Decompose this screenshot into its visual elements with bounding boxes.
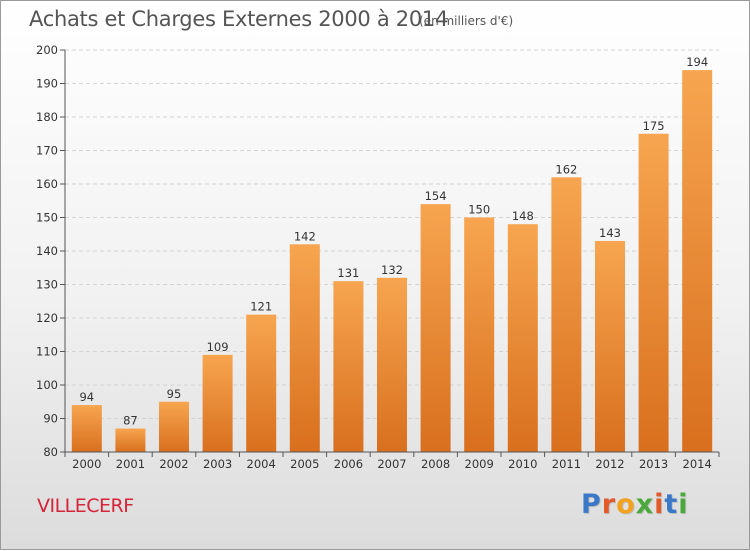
bar — [289, 244, 320, 452]
bar — [551, 177, 582, 453]
bar — [71, 405, 102, 452]
chart-title: Achats et Charges Externes 2000 à 2014 — [29, 7, 449, 31]
x-tick-label: 2014 — [683, 457, 712, 471]
data-label: 148 — [512, 209, 534, 223]
x-tick-label: 2005 — [290, 457, 319, 471]
y-tick-label: 190 — [36, 77, 58, 91]
y-tick-label: 130 — [36, 278, 58, 292]
logo-letter: P — [581, 489, 602, 520]
data-label: 150 — [468, 203, 490, 217]
data-label: 132 — [381, 263, 403, 277]
y-tick-label: 200 — [36, 43, 58, 57]
bar — [246, 314, 277, 452]
data-label: 131 — [337, 266, 359, 280]
bar — [377, 277, 407, 452]
data-label: 143 — [599, 226, 621, 240]
y-tick-label: 120 — [36, 311, 58, 325]
bar — [202, 354, 233, 452]
data-label: 162 — [555, 162, 577, 176]
bar — [159, 401, 189, 452]
data-label: 87 — [123, 414, 138, 428]
y-tick-label: 110 — [36, 345, 58, 359]
logo-letter: x — [635, 489, 655, 520]
logo-letter: i — [678, 489, 689, 520]
x-tick-label: 2008 — [421, 457, 450, 471]
x-tick-label: 2000 — [72, 457, 101, 471]
logo-letter: t — [664, 489, 679, 520]
bar — [333, 281, 364, 452]
x-tick-label: 2011 — [552, 457, 581, 471]
proxiti-logo: Proxiti — [581, 489, 689, 520]
x-tick-label: 2004 — [247, 457, 276, 471]
x-tick-label: 2010 — [508, 457, 537, 471]
logo-letter: r — [601, 489, 617, 520]
x-tick-label: 2012 — [595, 457, 624, 471]
bar — [115, 428, 146, 452]
chart-subtitle: (en milliers d'€) — [419, 14, 514, 28]
data-label: 175 — [643, 119, 665, 133]
y-tick-label: 170 — [36, 144, 58, 158]
y-tick-label: 90 — [43, 412, 58, 426]
data-label: 95 — [167, 387, 182, 401]
data-label: 154 — [425, 189, 447, 203]
bar — [638, 133, 669, 452]
data-label: 142 — [294, 229, 316, 243]
bar — [420, 204, 451, 452]
y-tick-label: 80 — [43, 445, 58, 459]
x-tick-label: 2001 — [116, 457, 145, 471]
y-tick-label: 140 — [36, 244, 58, 258]
data-label: 94 — [79, 390, 94, 404]
y-tick-label: 150 — [36, 211, 58, 225]
bar — [464, 217, 495, 452]
commune-name: VILLECERF — [37, 495, 134, 517]
x-tick-label: 2003 — [203, 457, 232, 471]
data-label: 121 — [250, 300, 272, 314]
x-tick-label: 2009 — [465, 457, 494, 471]
x-tick-label: 2007 — [377, 457, 406, 471]
logo-letter: o — [616, 489, 636, 520]
y-tick-label: 160 — [36, 177, 58, 191]
y-tick-label: 180 — [36, 110, 58, 124]
x-tick-label: 2002 — [159, 457, 188, 471]
x-tick-label: 2006 — [334, 457, 363, 471]
data-label: 194 — [686, 55, 708, 69]
bar — [595, 240, 625, 452]
logo-letter: i — [654, 489, 665, 520]
bar — [682, 70, 713, 452]
bar — [507, 224, 538, 452]
data-label: 109 — [207, 340, 229, 354]
y-tick-label: 100 — [36, 378, 58, 392]
x-tick-label: 2013 — [639, 457, 668, 471]
